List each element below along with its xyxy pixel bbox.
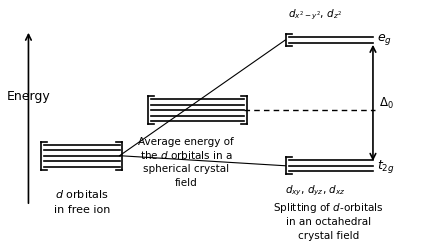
Text: Average energy of: Average energy of [139, 136, 234, 146]
Text: in an octahedral: in an octahedral [286, 216, 371, 226]
Text: $d_{x^2-y^2}$, $d_{z^2}$: $d_{x^2-y^2}$, $d_{z^2}$ [288, 7, 342, 22]
Text: spherical crystal: spherical crystal [143, 164, 229, 174]
Text: $\Delta_0$: $\Delta_0$ [379, 96, 393, 111]
Text: field: field [175, 177, 198, 187]
Text: $d$ orbitals: $d$ orbitals [55, 188, 109, 200]
Text: Splitting of $d$-orbitals: Splitting of $d$-orbitals [273, 201, 384, 214]
Text: $t_{2g}$: $t_{2g}$ [377, 158, 395, 175]
Text: Energy: Energy [7, 89, 51, 102]
Text: $e_g$: $e_g$ [377, 32, 392, 47]
Text: $d_{xy}$, $d_{yz}$, $d_{xz}$: $d_{xy}$, $d_{yz}$, $d_{xz}$ [285, 183, 346, 197]
Text: crystal field: crystal field [298, 230, 359, 240]
Text: the $d$ orbitals in a: the $d$ orbitals in a [140, 149, 232, 161]
Text: in free ion: in free ion [54, 204, 110, 214]
